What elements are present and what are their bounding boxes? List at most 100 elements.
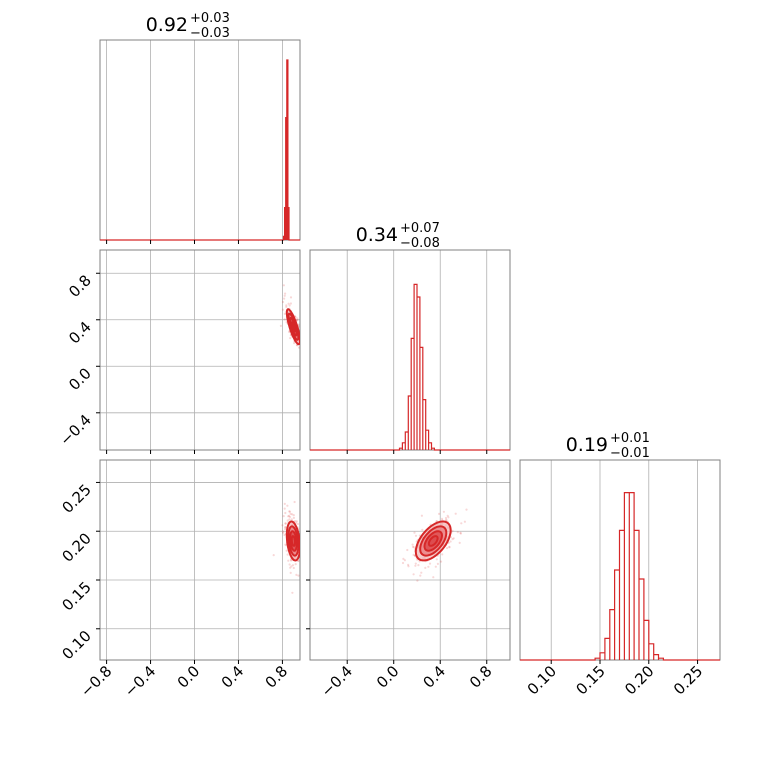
sample-point (289, 296, 293, 299)
param-title-0: 0.92 (146, 14, 188, 36)
sample-point (301, 539, 303, 541)
sample-point (401, 561, 405, 565)
sample-point (289, 566, 292, 569)
x-tick-label: 0.8 (262, 662, 292, 692)
sample-point (292, 516, 295, 520)
sample-point (407, 565, 410, 568)
sample-point (412, 553, 415, 557)
sample-point (289, 512, 292, 516)
sample-point (294, 563, 297, 566)
sample-point (411, 545, 415, 548)
sample-point (407, 563, 410, 567)
sample-point (286, 553, 289, 556)
sample-point (283, 318, 286, 321)
sample-point (303, 347, 305, 349)
sample-point (456, 531, 459, 534)
sample-point (459, 532, 462, 535)
histogram-0 (100, 59, 300, 241)
x-tick-label: −0.4 (318, 662, 356, 700)
histogram-panel-1: 0.34 +0.07−0.08 (309, 221, 511, 454)
sample-point (301, 532, 303, 534)
sample-point (289, 337, 292, 340)
sample-point (402, 557, 405, 561)
sample-point (281, 308, 284, 311)
sample-point (414, 534, 418, 537)
histogram-2 (520, 492, 720, 661)
sample-point (435, 558, 438, 561)
sample-point (301, 350, 303, 352)
sample-point (288, 518, 291, 521)
sample-point (460, 522, 463, 525)
param-title-upper-1: +0.07 (400, 221, 440, 236)
sample-point (414, 562, 417, 565)
sample-point (445, 518, 448, 522)
sample-point (279, 324, 282, 327)
sample-point (307, 555, 309, 557)
sample-point (285, 304, 288, 307)
gridlines (346, 250, 488, 450)
sample-point (291, 591, 294, 594)
sample-point (295, 573, 298, 577)
contour-line (285, 308, 300, 346)
sample-point (284, 522, 287, 525)
histogram-panel-2: 0.10 0.15 0.20 0.25 0.19 +0.01−0.01 (519, 431, 721, 698)
sample-point (439, 560, 443, 563)
density-fill (428, 536, 438, 546)
contour-line (427, 535, 439, 547)
sample-point (417, 564, 420, 567)
sample-point (436, 562, 439, 566)
x-tick-label: 0.0 (373, 662, 403, 692)
y-tick-label: 0.15 (58, 578, 94, 614)
sample-point (290, 565, 293, 568)
sample-point (449, 540, 452, 543)
contour-line (289, 530, 298, 552)
gridlines (100, 250, 300, 450)
sample-point (288, 510, 291, 513)
sample-point (463, 520, 466, 523)
x-tick-label: 0.4 (218, 662, 248, 692)
sample-point (301, 347, 303, 349)
sample-point (420, 514, 423, 517)
sample-point (446, 514, 449, 517)
y-tick-label: 0.4 (65, 318, 95, 348)
sample-point (288, 514, 291, 518)
gridlines (106, 40, 283, 240)
sample-point (286, 504, 289, 507)
sample-point (290, 518, 293, 521)
contour-body (272, 500, 309, 594)
sample-point (284, 528, 287, 531)
sample-point (284, 511, 287, 515)
sample-point (295, 520, 298, 523)
param-title-lower-1: −0.08 (400, 236, 440, 251)
x-tick-label: 0.15 (572, 662, 608, 698)
contour-panel-1-2: −0.4 0.0 0.4 0.8 (306, 459, 511, 701)
sample-point (286, 519, 289, 522)
sample-point (289, 571, 292, 575)
sample-point (412, 546, 415, 549)
sample-point (301, 344, 303, 346)
sample-point (304, 340, 306, 342)
sample-point (300, 327, 302, 329)
contour-panel-0-1: −0.4 0.0 0.4 0.8 (56, 249, 306, 454)
sample-point (424, 566, 427, 570)
sample-point (459, 531, 462, 535)
contour-line (287, 525, 300, 557)
sample-point (281, 300, 285, 304)
sample-point (412, 573, 415, 576)
sample-point (444, 516, 448, 520)
sample-point (452, 537, 455, 540)
sample-point (438, 512, 441, 516)
sample-point (291, 564, 295, 567)
panel-frame (99, 249, 301, 451)
sample-point (292, 566, 295, 570)
sample-point (301, 548, 303, 550)
sample-point (294, 520, 297, 523)
contour-line (290, 535, 297, 547)
sample-point (288, 515, 292, 519)
param-title-lower-2: −0.01 (610, 446, 650, 461)
sample-point (414, 564, 417, 567)
sample-point (287, 559, 290, 562)
sample-point (458, 541, 461, 545)
sample-point (300, 345, 302, 347)
